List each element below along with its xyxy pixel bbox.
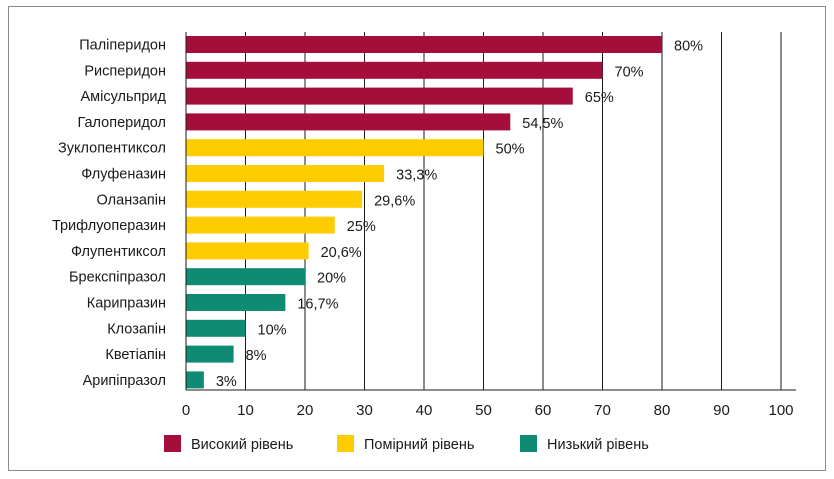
- x-tick-label: 10: [237, 402, 254, 419]
- bar: [186, 36, 662, 53]
- bar: [186, 268, 305, 286]
- value-label: 8%: [246, 348, 267, 364]
- x-tick-label: 40: [416, 402, 433, 419]
- x-tick-label: 50: [475, 402, 492, 419]
- bar: [186, 242, 309, 260]
- bar: [186, 294, 286, 311]
- legend-label: Низький рівень: [547, 437, 649, 453]
- value-label: 20,6%: [321, 245, 362, 261]
- value-label: 10%: [258, 322, 287, 338]
- category-label: Кветіапін: [105, 347, 166, 363]
- legend-swatch: [164, 435, 181, 452]
- category-label: Флупентиксол: [71, 244, 166, 260]
- x-axis: 0 10 20 30 40 50 60 70 80 90 100: [182, 32, 796, 419]
- legend: Високий рівень Помірний рівень Низький рів…: [164, 435, 649, 453]
- value-label: 54,5%: [522, 116, 563, 132]
- gridlines: [245, 32, 782, 390]
- category-label: Рисперидон: [84, 63, 166, 79]
- value-label: 16,7%: [297, 297, 338, 313]
- value-label: 25%: [347, 219, 376, 235]
- category-label: Трифлуоперазин: [52, 218, 166, 234]
- value-labels: 80% 70%65% 54,5% 50% 33,3% 29,6% 25% 20,6% 20% 16…: [216, 39, 703, 390]
- category-label: Клозапін: [107, 321, 166, 337]
- bar: [186, 190, 363, 208]
- x-tick-label: 30: [356, 402, 373, 419]
- category-label: Арипіпразол: [83, 373, 166, 389]
- chart-frame: [8, 6, 826, 471]
- bar: [186, 139, 484, 157]
- bar: [186, 113, 511, 131]
- category-label: Карипразин: [87, 296, 166, 312]
- category-label: Амісульприд: [80, 89, 166, 105]
- bar: [186, 371, 204, 389]
- category-label: Флуфеназин: [81, 167, 166, 183]
- value-label: 50%: [496, 142, 525, 158]
- bar: [186, 61, 603, 79]
- bars: [186, 36, 662, 389]
- category-label: Галоперидол: [77, 115, 166, 131]
- category-label: Брекспіпразол: [69, 270, 166, 286]
- bar: [186, 87, 573, 105]
- x-tick-label: 60: [535, 402, 552, 419]
- x-tick-label: 20: [297, 402, 314, 419]
- legend-label: Високий рівень: [191, 437, 293, 453]
- value-label: 29,6%: [374, 193, 415, 209]
- category-labels: Паліперидон Рисперидон Амісульприд Галопери…: [52, 38, 167, 389]
- value-label: 70%: [615, 64, 644, 80]
- x-tick-label: 90: [713, 402, 730, 419]
- x-tick-label: 100: [768, 402, 793, 419]
- value-label: 3%: [216, 374, 237, 390]
- category-label: Оланзапін: [97, 192, 166, 208]
- value-label: 20%: [317, 271, 346, 287]
- category-label: Паліперидон: [79, 38, 166, 54]
- legend-swatch: [520, 435, 537, 452]
- bar: [186, 216, 335, 234]
- value-label: 33,3%: [396, 168, 437, 184]
- x-tick-label: 70: [594, 402, 611, 419]
- legend-label: Помірний рівень: [364, 437, 474, 453]
- bar: [186, 165, 385, 182]
- x-tick-label: 80: [654, 402, 671, 419]
- x-tick-label: 0: [182, 402, 190, 419]
- legend-swatch: [337, 435, 354, 452]
- category-label: Зуклопентиксол: [58, 141, 166, 157]
- bar: [186, 319, 246, 337]
- bar: [186, 345, 234, 363]
- value-label: 65%: [585, 90, 614, 106]
- value-label: 80%: [674, 39, 703, 55]
